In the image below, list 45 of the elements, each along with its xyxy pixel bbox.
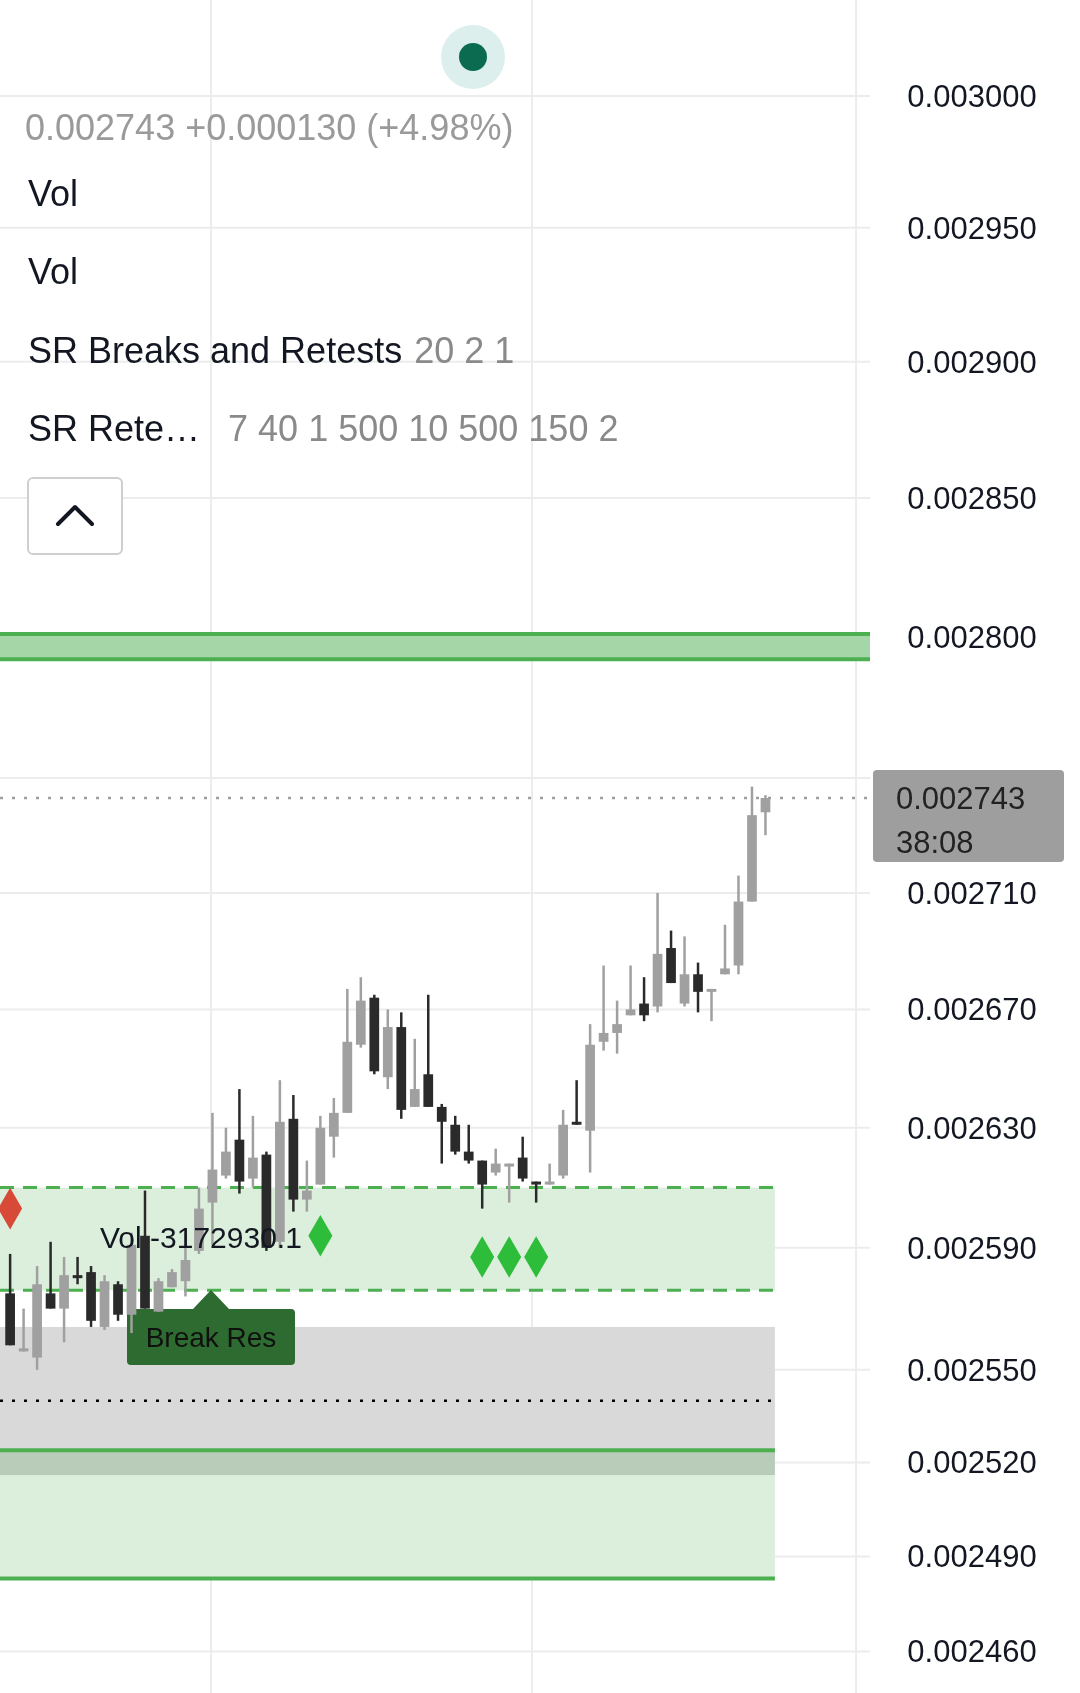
candlestick — [544, 1162, 555, 1186]
annotation: Vol — [28, 173, 79, 214]
candlestick — [571, 1078, 582, 1127]
y-tick-label: 0.002590 — [907, 1230, 1037, 1266]
candlestick — [18, 1307, 29, 1353]
candlestick — [706, 987, 717, 1023]
candlestick — [409, 1037, 420, 1109]
y-tick-label: 0.002630 — [907, 1110, 1037, 1146]
candlestick — [463, 1123, 474, 1165]
ref-line-label: 0.002743 38:08 — [896, 781, 1026, 861]
candlestick — [693, 961, 703, 1014]
candlestick — [625, 964, 636, 1017]
annotation: 20 2 1 — [414, 330, 515, 371]
candlestick — [248, 1114, 258, 1189]
annotation: SR Rete… — [28, 408, 201, 449]
candlestick — [639, 975, 649, 1023]
candlestick — [477, 1159, 488, 1210]
candlestick — [612, 999, 622, 1055]
annotation: Vol — [28, 251, 79, 292]
candlestick — [221, 1126, 231, 1180]
y-tick-label: 0.002950 — [907, 210, 1037, 246]
y-tick-label: 0.003000 — [907, 78, 1037, 114]
y-tick-label: 0.002850 — [907, 480, 1037, 516]
annotation: 7 40 1 500 10 500 150 2 — [228, 408, 619, 449]
y-tick-label: 0.002670 — [907, 992, 1037, 1028]
y-tick-label: 0.002550 — [907, 1352, 1037, 1388]
annotation: SR Breaks and Retests — [28, 330, 403, 371]
y-tick-label: 0.002800 — [907, 619, 1037, 655]
y-tick-label: 0.002710 — [907, 875, 1037, 911]
candlestick — [72, 1255, 83, 1286]
y-tick-label: 0.002490 — [907, 1539, 1037, 1575]
candlestick — [517, 1135, 528, 1183]
candlestick — [45, 1240, 56, 1310]
candlestick — [598, 964, 609, 1052]
y-tick-label: 0.002520 — [907, 1445, 1037, 1481]
annotation: 0.002743 +0.000130 (+4.98%) — [25, 107, 514, 148]
annotation: Break Res — [145, 1322, 277, 1353]
y-tick-label: 0.002460 — [907, 1634, 1037, 1670]
candlestick — [504, 1162, 515, 1204]
candlestick — [436, 1102, 447, 1165]
y-tick-label: 0.002900 — [907, 344, 1037, 380]
candlestick — [720, 923, 730, 976]
candlestick — [490, 1147, 501, 1177]
candlestick — [328, 1096, 339, 1159]
candlestick — [302, 1159, 312, 1213]
